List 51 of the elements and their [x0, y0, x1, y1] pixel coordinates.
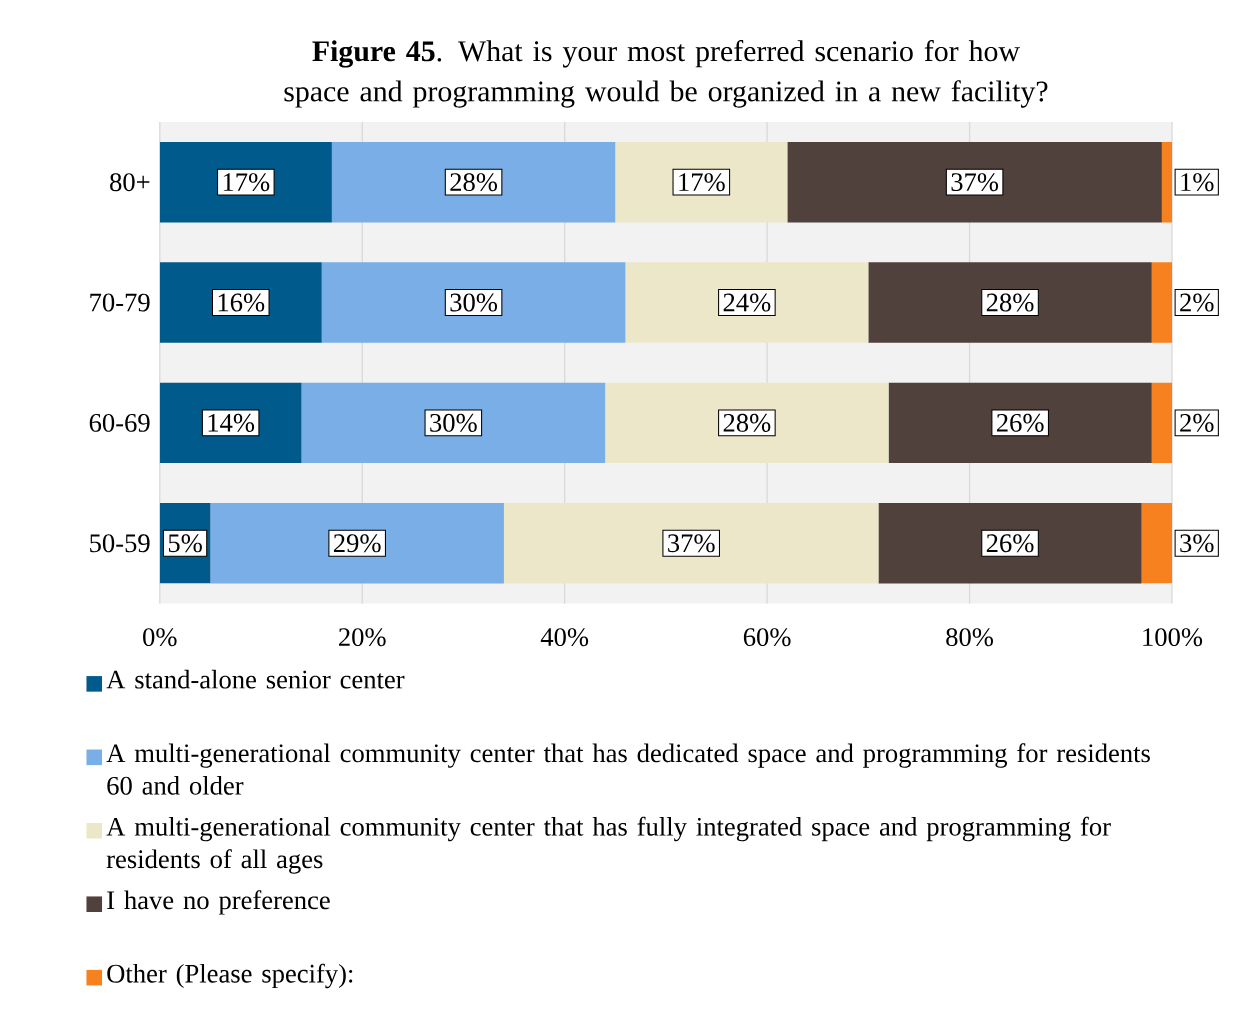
data-label: 14% [208, 413, 255, 432]
bar [605, 382, 889, 463]
bar [503, 502, 879, 584]
legend-label: A multi-generational community center that has dedicated space and programming for residents 60 and older [106, 743, 1150, 795]
data-label: 26% [986, 533, 1034, 553]
bar [868, 262, 1152, 343]
y-tick-label: 50-59 [90, 534, 150, 552]
data-label: 28% [986, 293, 1034, 312]
data-label: 2% [1180, 413, 1214, 432]
data-label: 2% [1180, 293, 1214, 312]
data-label: 29% [333, 533, 381, 553]
y-tick-label: 70-79 [90, 293, 150, 312]
data-label: 5% [168, 533, 202, 553]
bar [210, 502, 504, 584]
data-label: 16% [218, 293, 265, 312]
legend-label: A multi-generational community center that has fully integrated space and programming for residents of all ages [106, 816, 1111, 874]
bar [1161, 141, 1172, 223]
x-tick-label: 20% [339, 627, 386, 646]
data-label: 24% [723, 293, 771, 312]
bar [321, 262, 626, 343]
data-label: 28% [723, 413, 771, 432]
legend-label: I have no preference [107, 889, 330, 915]
data-label: 1% [1181, 172, 1214, 191]
bar [888, 382, 1152, 463]
y-tick-label: 60-69 [89, 413, 150, 432]
data-label: 17% [679, 172, 725, 191]
bar [1151, 262, 1172, 343]
x-tick-label: 60% [743, 627, 791, 646]
legend-label: Other (Please specify): [107, 963, 353, 988]
x-tick-label: 80% [946, 627, 994, 646]
data-label: 17% [223, 172, 270, 191]
x-tick-label: 0% [143, 627, 177, 646]
x-tick-label: 40% [540, 627, 589, 646]
bar [301, 382, 606, 463]
data-label: 37% [951, 172, 999, 191]
bar [625, 262, 869, 343]
chart-title: Figure 45. What is your most preferred scenario for how space and programming would be organized in a new facility? [284, 39, 1048, 108]
y-tick-label: 80+ [110, 172, 150, 191]
data-label: 30% [430, 413, 477, 432]
legend-label: A stand-alone senior center [106, 669, 405, 689]
bar [1151, 382, 1172, 463]
data-label: 3% [1180, 533, 1214, 553]
data-label: 30% [450, 293, 498, 312]
data-label: 28% [450, 172, 498, 191]
data-label: 37% [668, 533, 715, 553]
bar [1141, 502, 1172, 584]
bar [878, 502, 1142, 584]
x-tick-label: 100% [1143, 627, 1203, 646]
bar [331, 141, 616, 223]
bar [787, 141, 1162, 223]
data-label: 26% [996, 413, 1044, 432]
